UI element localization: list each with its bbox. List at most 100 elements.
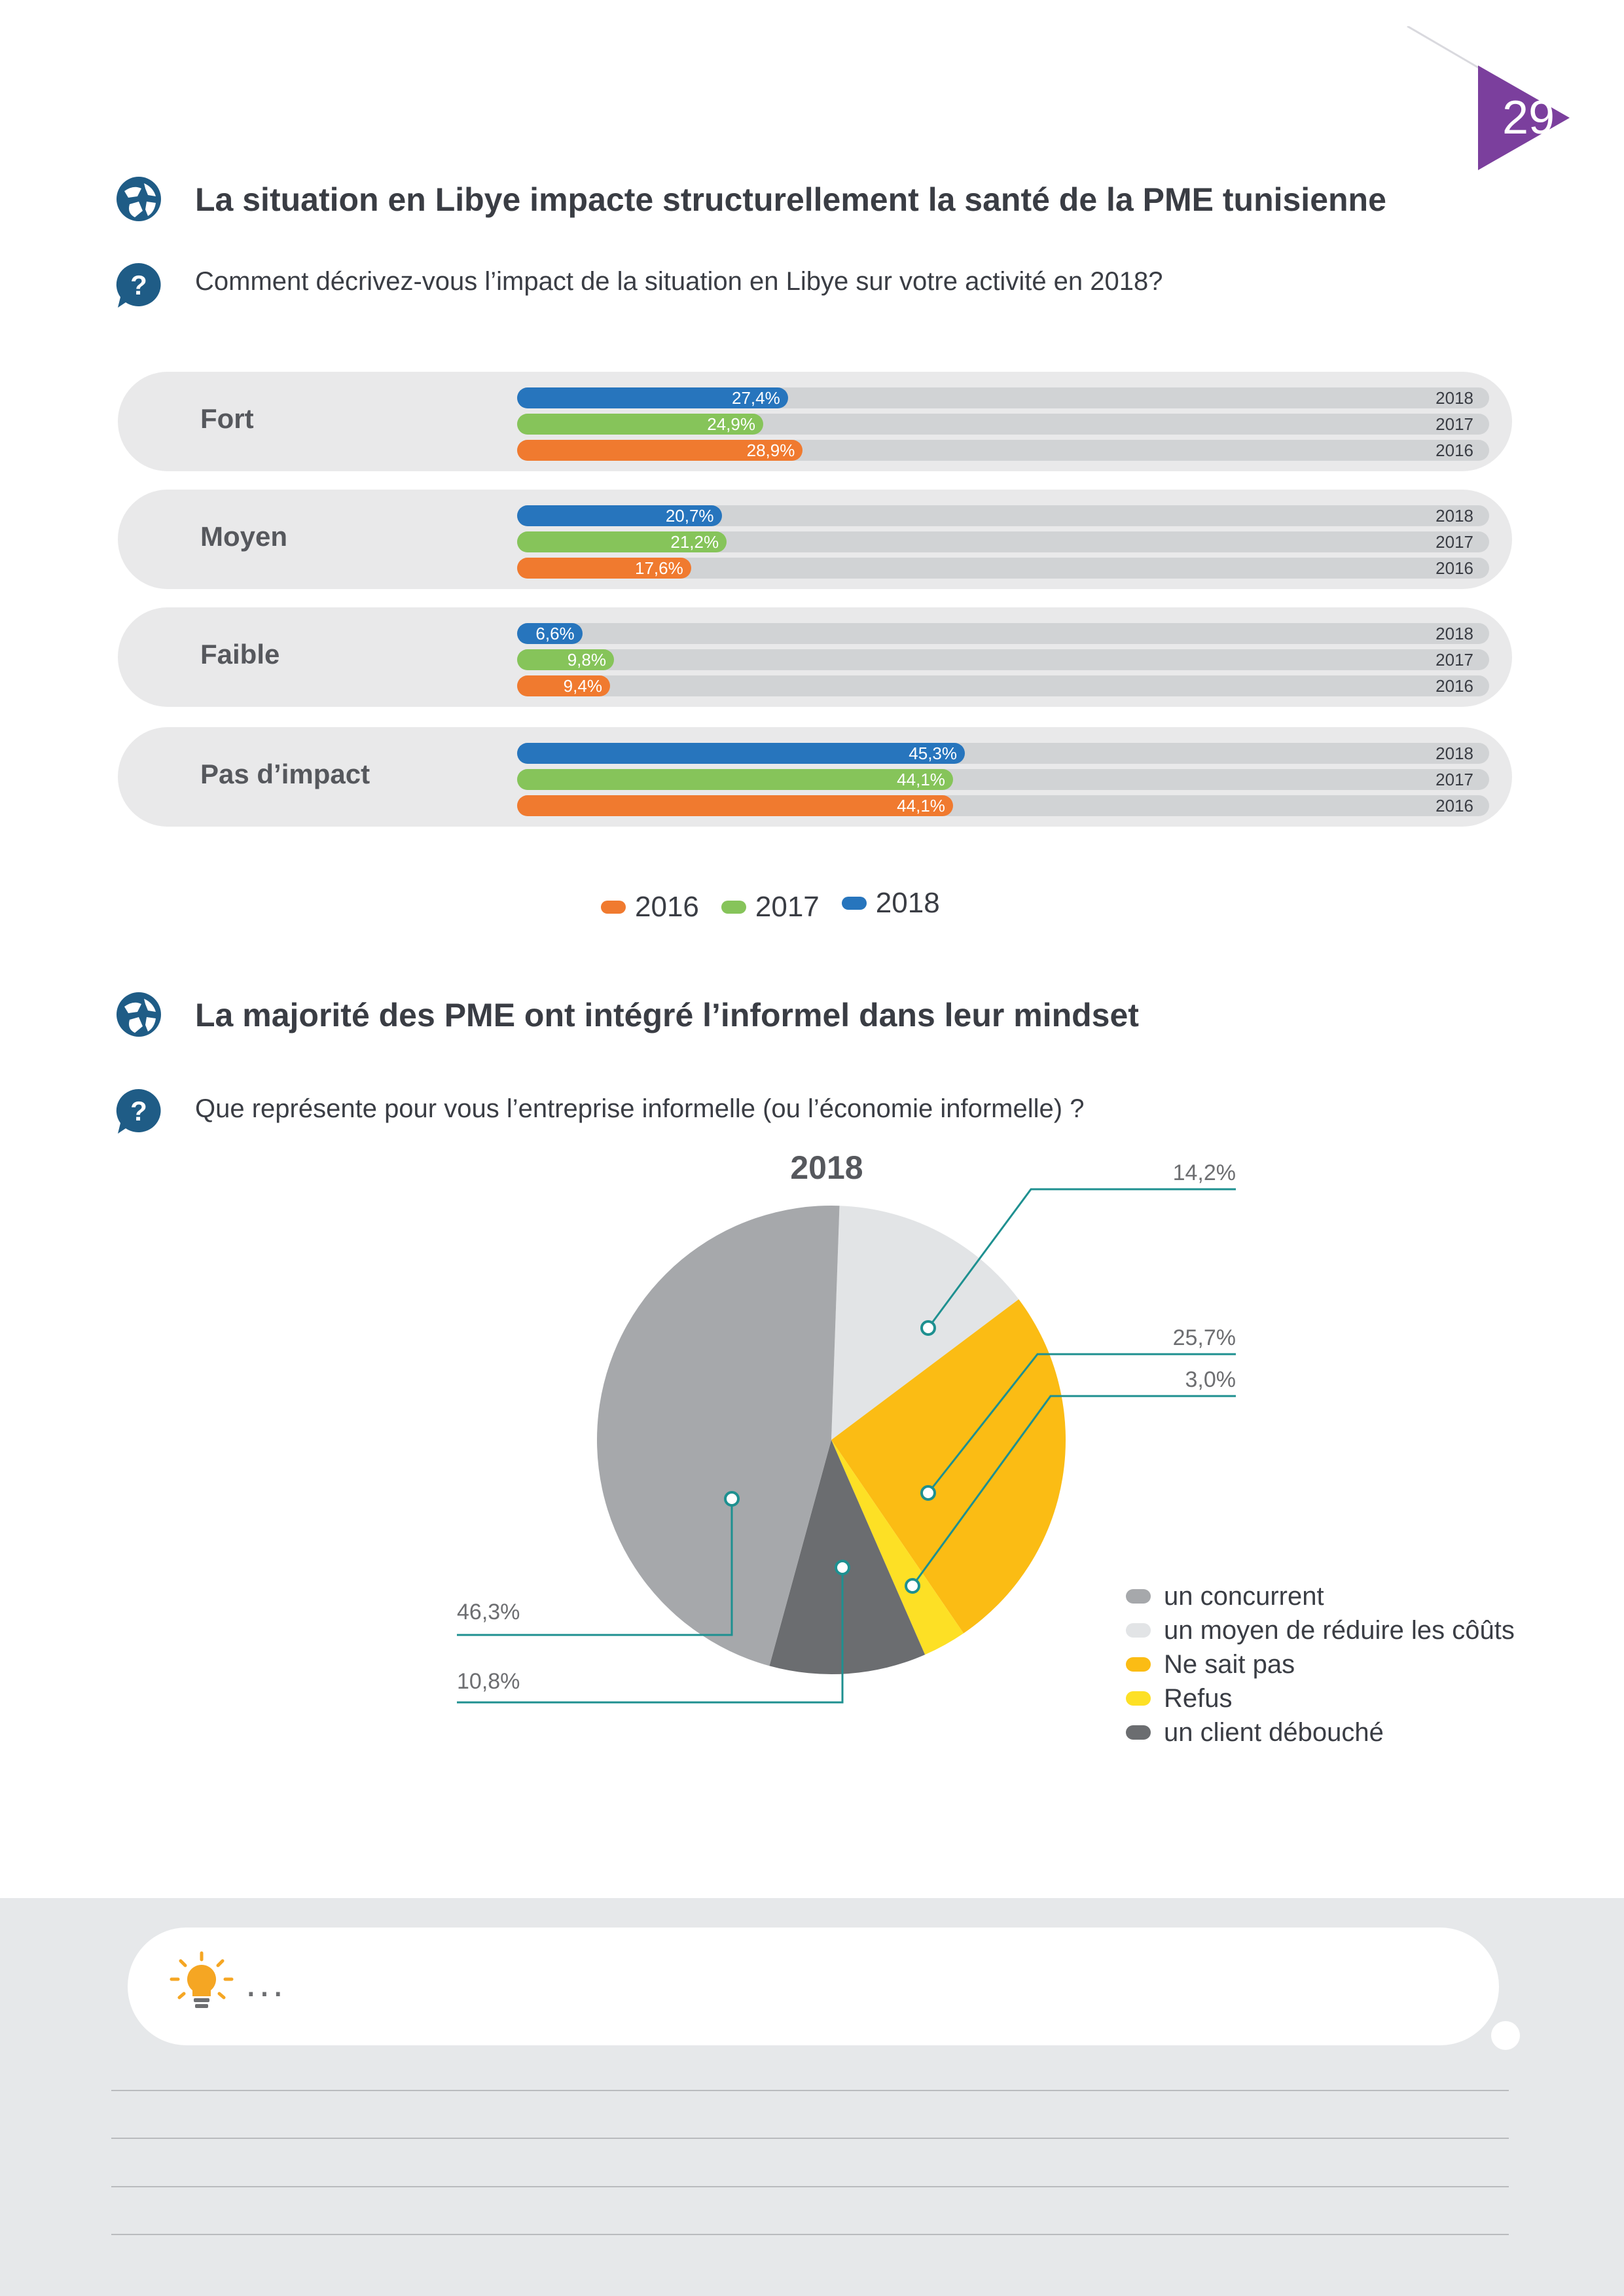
bar-year-label: 2016 bbox=[1435, 558, 1473, 578]
legend-item: 2017 bbox=[721, 891, 820, 924]
writing-line bbox=[111, 2186, 1509, 2187]
bar-value-label: 27,4% bbox=[732, 388, 780, 408]
bar-track: 9,4% 2016 bbox=[517, 675, 1489, 696]
question-bubble-icon: ? bbox=[116, 1088, 161, 1134]
legend-swatch bbox=[1126, 1691, 1151, 1706]
callout-dot bbox=[920, 1485, 936, 1501]
writing-line bbox=[111, 2234, 1509, 2235]
callout-dot bbox=[724, 1491, 740, 1507]
bar-2017: 24,9% bbox=[517, 414, 763, 435]
bar-value-label: 24,9% bbox=[707, 414, 755, 434]
bar-value-label: 44,1% bbox=[897, 796, 945, 816]
bar-year-label: 2017 bbox=[1435, 770, 1473, 789]
note-bubble-tail bbox=[1491, 2021, 1520, 2050]
lightbulb-icon bbox=[170, 1951, 234, 2008]
page-corner-badge bbox=[1407, 26, 1570, 170]
question-text: Comment décrivez-vous l’impact de la sit… bbox=[195, 267, 1163, 296]
pie-value-label: 14,2% bbox=[1173, 1160, 1236, 1185]
bar-track: 45,3% 2018 bbox=[517, 743, 1489, 764]
bar-track: 17,6% 2016 bbox=[517, 558, 1489, 579]
bar-track: 9,8% 2017 bbox=[517, 649, 1489, 670]
callout-dot bbox=[835, 1560, 850, 1575]
category-label: Faible bbox=[200, 639, 280, 670]
note-bubble bbox=[128, 1928, 1499, 2045]
legend-swatch-2016 bbox=[601, 901, 626, 914]
page-number: 29 bbox=[1502, 92, 1555, 144]
bar-value-label: 6,6% bbox=[535, 624, 575, 643]
bar-2017: 44,1% bbox=[517, 769, 953, 790]
pie-value-label: 3,0% bbox=[1185, 1367, 1236, 1392]
bar-2016: 9,4% bbox=[517, 675, 610, 696]
callout-dot bbox=[920, 1320, 936, 1336]
legend-label: 2016 bbox=[635, 891, 699, 923]
question-text: Que représente pour vous l’entreprise in… bbox=[195, 1094, 1085, 1123]
question-bubble-icon: ? bbox=[116, 262, 161, 308]
legend-swatch-2018 bbox=[841, 897, 867, 910]
category-label: Fort bbox=[200, 403, 254, 434]
callout-line bbox=[927, 1353, 1236, 1494]
bar-year-label: 2016 bbox=[1435, 796, 1473, 816]
pie-legend-item: un concurrent bbox=[1126, 1579, 1515, 1613]
bar-2018: 27,4% bbox=[517, 387, 788, 408]
pie-slice bbox=[769, 1440, 926, 1674]
bar-value-label: 9,8% bbox=[567, 650, 606, 670]
legend-label: 2017 bbox=[755, 891, 820, 923]
svg-text:?: ? bbox=[130, 1096, 147, 1126]
bar-track: 6,6% 2018 bbox=[517, 623, 1489, 644]
note-text: ... bbox=[245, 1961, 287, 2005]
pie-legend-label: Ne sait pas bbox=[1164, 1649, 1295, 1679]
pie-legend-item: Ne sait pas bbox=[1126, 1647, 1515, 1681]
pie-value-label: 46,3% bbox=[457, 1600, 520, 1624]
bar-value-label: 17,6% bbox=[635, 558, 683, 578]
bar-track: 27,4% 2018 bbox=[517, 387, 1489, 408]
bar-track: 24,9% 2017 bbox=[517, 414, 1489, 435]
callout-line bbox=[911, 1395, 1236, 1587]
callout-line bbox=[457, 1568, 844, 1704]
pie-legend-label: un moyen de réduire les côûts bbox=[1164, 1615, 1515, 1645]
category-label: Moyen bbox=[200, 521, 288, 552]
pie-legend-item: Refus bbox=[1126, 1681, 1515, 1715]
svg-text:?: ? bbox=[130, 270, 147, 300]
legend-swatch bbox=[1126, 1657, 1151, 1672]
globe-icon bbox=[117, 992, 161, 1037]
legend-swatch-2017 bbox=[721, 901, 746, 914]
bar-2016: 17,6% bbox=[517, 558, 691, 579]
bar-2018: 20,7% bbox=[517, 505, 722, 526]
section-title: La majorité des PME ont intégré l’inform… bbox=[195, 997, 1139, 1033]
pie-value-label: 10,8% bbox=[457, 1669, 520, 1694]
pie-legend-label: Refus bbox=[1164, 1683, 1233, 1713]
bar-track: 44,1% 2017 bbox=[517, 769, 1489, 790]
pie-chart-legend: un concurrent un moyen de réduire les cô… bbox=[1126, 1579, 1515, 1749]
legend-label: 2018 bbox=[875, 887, 940, 919]
bar-year-label: 2018 bbox=[1435, 506, 1473, 526]
bar-year-label: 2018 bbox=[1435, 388, 1473, 408]
pie-legend-item: un moyen de réduire les côûts bbox=[1126, 1613, 1515, 1647]
legend-swatch bbox=[1126, 1623, 1151, 1638]
legend-item: 2018 bbox=[841, 887, 940, 920]
bar-track: 21,2% 2017 bbox=[517, 531, 1489, 552]
bar-track: 28,9% 2016 bbox=[517, 440, 1489, 461]
bar-value-label: 28,9% bbox=[746, 440, 795, 460]
bar-value-label: 21,2% bbox=[670, 532, 719, 552]
bar-year-label: 2017 bbox=[1435, 650, 1473, 670]
bar-2016: 28,9% bbox=[517, 440, 803, 461]
callout-line bbox=[927, 1188, 1236, 1329]
callout-line bbox=[457, 1499, 733, 1636]
pie-value-label: 25,7% bbox=[1173, 1325, 1236, 1350]
category-label: Pas d’impact bbox=[200, 759, 370, 789]
legend-item: 2016 bbox=[601, 891, 699, 924]
legend-swatch bbox=[1126, 1589, 1151, 1604]
bar-year-label: 2016 bbox=[1435, 676, 1473, 696]
bar-2017: 9,8% bbox=[517, 649, 614, 670]
pie-slice bbox=[831, 1440, 964, 1655]
pie-chart-title: 2018 bbox=[790, 1149, 863, 1186]
bar-value-label: 44,1% bbox=[897, 770, 945, 789]
bar-2018: 6,6% bbox=[517, 623, 583, 644]
bar-year-label: 2017 bbox=[1435, 414, 1473, 434]
writing-line bbox=[111, 2138, 1509, 2139]
bar-2018: 45,3% bbox=[517, 743, 965, 764]
bar-track: 20,7% 2018 bbox=[517, 505, 1489, 526]
bar-year-label: 2017 bbox=[1435, 532, 1473, 552]
callout-dot bbox=[905, 1578, 920, 1594]
pie-chart: 14,2% 25,7% 3,0% 10,8% 46,3% bbox=[457, 1160, 1236, 1704]
